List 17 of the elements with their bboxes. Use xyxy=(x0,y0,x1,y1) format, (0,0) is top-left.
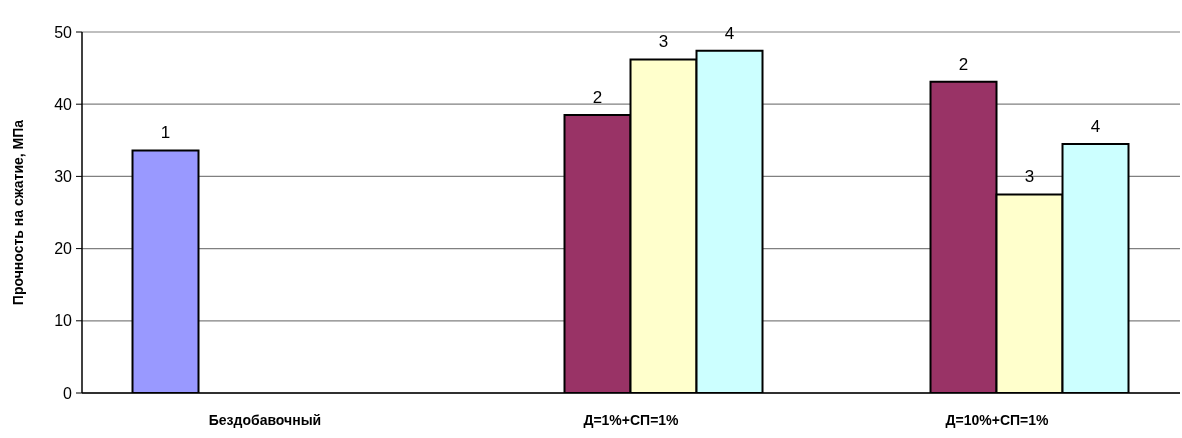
x-tick-label: Бездобавочный xyxy=(208,411,322,428)
x-tick-label: Д=1%+СП=1% xyxy=(583,411,680,428)
y-tick-label: 20 xyxy=(54,240,73,258)
y-tick-label: 30 xyxy=(54,168,73,186)
series-label: 3 xyxy=(658,32,669,52)
series-label: 2 xyxy=(592,88,603,108)
y-tick-label: 10 xyxy=(54,312,73,330)
text: 3 xyxy=(1024,167,1035,187)
y-tick-label: 50 xyxy=(54,23,73,41)
y-axis-title: Прочность на сжатие, МПа xyxy=(10,119,26,306)
y-tick-label: 40 xyxy=(54,95,73,113)
series-label: 1 xyxy=(160,123,171,143)
y-tick-label: 0 xyxy=(63,384,73,402)
text: 4 xyxy=(1090,116,1101,136)
x-tick-label: Д=10%+СП=1% xyxy=(945,411,1050,428)
text: 2 xyxy=(958,54,969,74)
series-label: 4 xyxy=(724,23,735,43)
